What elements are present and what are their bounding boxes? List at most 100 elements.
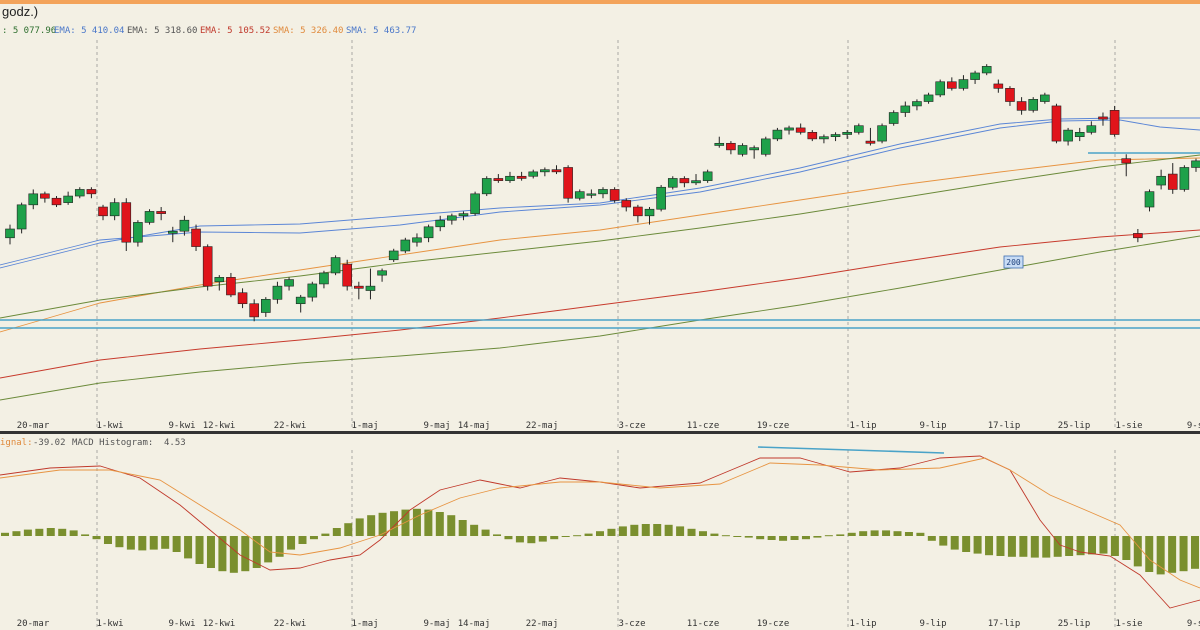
x-tick-label: 1-sie [1115, 421, 1142, 431]
histogram-bar [378, 512, 387, 536]
candle [307, 281, 318, 302]
histogram-bar [195, 536, 204, 564]
top-border [0, 0, 1200, 4]
candle [74, 187, 85, 199]
indicator-5: SMA: 5 463.77 [346, 26, 416, 36]
candle [574, 189, 585, 201]
candle [1121, 154, 1132, 177]
sma-blue-line [0, 119, 1200, 266]
histogram-bar [882, 530, 891, 536]
x-tick-label: 9-maj [423, 421, 450, 431]
candle [795, 123, 806, 135]
histogram-bar [859, 531, 868, 536]
macd-divergence-line [757, 446, 945, 454]
histogram-bar [69, 530, 78, 536]
macd-histogram [1, 508, 1199, 575]
ema-red-line [0, 229, 1200, 379]
candle [458, 211, 469, 221]
x-tick-label-macd: 20-mar [17, 619, 50, 629]
histogram-bar [515, 536, 524, 543]
x-tick-label-macd: 9-s [1187, 619, 1200, 629]
histogram-bar [46, 528, 55, 536]
candle [900, 101, 911, 117]
candle [714, 136, 725, 148]
histogram-bar [1133, 536, 1142, 567]
histogram-bar [58, 528, 67, 536]
histogram-bar [390, 511, 399, 536]
candle [586, 189, 597, 199]
histogram-bar [321, 533, 330, 536]
indicator-4: SMA: 5 326.40 [273, 26, 343, 36]
candle [447, 213, 457, 225]
candle [1063, 127, 1073, 146]
histogram-bar [767, 536, 776, 540]
candle [40, 191, 50, 203]
histogram-bar [355, 518, 364, 536]
candle [726, 141, 736, 155]
candlestick-series [5, 64, 1200, 322]
chart-title: godz.) [2, 4, 38, 19]
histogram-bar [367, 515, 376, 536]
histogram-bar [824, 535, 833, 537]
sma200-badge-label: 200 [1006, 258, 1021, 267]
x-tick-label-macd: 22-maj [526, 619, 559, 629]
candle [388, 248, 399, 262]
histogram-bar [653, 524, 662, 536]
x-tick-label: 14-maj [458, 421, 491, 431]
histogram-bar [206, 536, 215, 568]
histogram-bar [1076, 536, 1085, 556]
histogram-bar [458, 520, 467, 536]
candle [1179, 165, 1190, 192]
candle [16, 202, 27, 234]
candle [365, 268, 376, 300]
histogram-bar [985, 536, 994, 556]
sma200-badge: 200 [1003, 255, 1024, 269]
x-tick-label: 1-maj [351, 421, 378, 431]
candle [598, 187, 608, 199]
candle [656, 185, 666, 212]
candle [5, 224, 15, 245]
candle [51, 196, 62, 208]
x-tick-label-macd: 19-cze [757, 619, 790, 629]
candle [749, 145, 759, 159]
histogram-bar [1042, 536, 1051, 558]
x-tick-label-macd: 11-cze [687, 619, 720, 629]
candle [226, 272, 236, 298]
histogram-bar [1156, 536, 1165, 575]
histogram-bar [721, 535, 730, 537]
candle [1051, 103, 1062, 144]
histogram-bar [962, 536, 971, 552]
candle [237, 288, 248, 309]
candle [1109, 105, 1120, 137]
candle [1144, 189, 1155, 212]
histogram-bar [218, 536, 227, 572]
candle [423, 224, 434, 243]
macd-legend: ignal: -39.02 MACD Histogram: 4.53 [0, 438, 186, 448]
histogram-bar [756, 536, 765, 540]
candle [1028, 97, 1039, 113]
candle [1133, 229, 1143, 243]
candle [109, 198, 120, 221]
candle [819, 134, 829, 144]
histogram-bar [847, 532, 856, 536]
x-tick-label-macd: 1-sie [1115, 619, 1142, 629]
candle [86, 187, 97, 199]
candle [633, 204, 643, 223]
x-tick-label-macd: 12-kwi [203, 619, 236, 629]
histogram-bar [424, 509, 433, 536]
candle [1074, 127, 1085, 142]
histogram-bar [1019, 536, 1028, 557]
histogram-bar [733, 536, 742, 537]
pane-separator [0, 431, 1200, 434]
histogram-bar [35, 528, 44, 536]
histogram-bar [870, 530, 879, 536]
candle [691, 174, 701, 186]
histogram-bar [687, 528, 696, 536]
histogram-bar [447, 515, 456, 536]
histogram-bar [1088, 536, 1097, 555]
histogram-bar [275, 536, 284, 557]
histogram-bar [229, 536, 238, 573]
candle [133, 220, 143, 247]
x-tick-label-macd: 1-lip [849, 619, 876, 629]
candle [214, 275, 225, 291]
